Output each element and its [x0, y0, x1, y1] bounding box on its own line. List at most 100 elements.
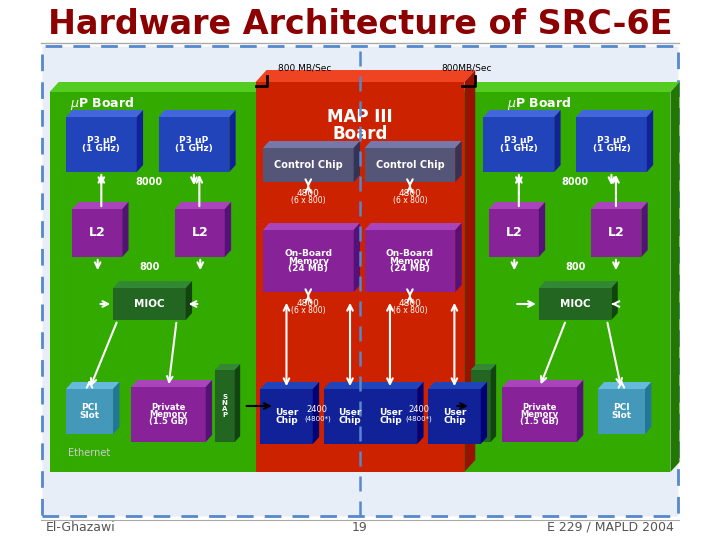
Text: (6 x 800): (6 x 800)	[291, 197, 325, 206]
Text: User: User	[379, 408, 402, 417]
Text: Chip: Chip	[338, 416, 361, 425]
Text: Chip: Chip	[379, 416, 402, 425]
Polygon shape	[258, 82, 267, 472]
Text: N: N	[222, 400, 228, 406]
Text: (6 x 800): (6 x 800)	[392, 307, 427, 315]
Polygon shape	[215, 364, 240, 370]
Polygon shape	[186, 281, 192, 320]
Text: Board: Board	[333, 125, 387, 143]
Polygon shape	[113, 382, 120, 434]
Polygon shape	[503, 380, 583, 387]
Polygon shape	[462, 82, 680, 92]
Polygon shape	[455, 223, 462, 292]
Text: Private: Private	[523, 403, 557, 412]
Text: Control Chip: Control Chip	[274, 160, 343, 170]
FancyBboxPatch shape	[364, 389, 417, 444]
Polygon shape	[263, 223, 360, 230]
Polygon shape	[489, 202, 545, 209]
Text: MIOC: MIOC	[134, 299, 165, 309]
Text: (6 x 800): (6 x 800)	[392, 197, 427, 206]
Polygon shape	[312, 382, 319, 444]
Polygon shape	[377, 382, 383, 444]
Text: P: P	[222, 411, 228, 417]
Text: 4800: 4800	[297, 188, 320, 198]
FancyBboxPatch shape	[539, 288, 611, 320]
Text: Chip: Chip	[275, 416, 298, 425]
FancyBboxPatch shape	[364, 230, 455, 292]
Text: On-Board: On-Board	[284, 249, 332, 258]
Text: S: S	[478, 394, 483, 400]
Text: (24 MB): (24 MB)	[390, 264, 430, 273]
Text: On-Board: On-Board	[386, 249, 434, 258]
FancyBboxPatch shape	[66, 117, 137, 172]
Text: 2400: 2400	[307, 404, 328, 414]
FancyBboxPatch shape	[489, 209, 539, 257]
Polygon shape	[645, 382, 652, 434]
Polygon shape	[417, 382, 423, 444]
Text: El-Ghazawi: El-Ghazawi	[46, 521, 116, 534]
Text: User: User	[338, 408, 361, 417]
Polygon shape	[260, 382, 319, 389]
Text: Slot: Slot	[79, 411, 99, 420]
Text: Control Chip: Control Chip	[376, 160, 444, 170]
Text: (4800*): (4800*)	[405, 416, 433, 422]
Text: Memory: Memory	[521, 410, 559, 419]
Polygon shape	[263, 141, 360, 148]
FancyBboxPatch shape	[42, 46, 678, 516]
Text: L2: L2	[89, 226, 106, 240]
FancyBboxPatch shape	[131, 387, 206, 442]
Text: A: A	[478, 406, 483, 412]
FancyBboxPatch shape	[598, 389, 645, 434]
Text: P3 μP: P3 μP	[179, 136, 209, 145]
Text: E 229 / MAPLD 2004: E 229 / MAPLD 2004	[547, 521, 674, 534]
FancyBboxPatch shape	[462, 92, 670, 472]
Text: PCI: PCI	[613, 403, 630, 412]
Text: Memory: Memory	[150, 410, 187, 419]
Text: 800MB/Sec: 800MB/Sec	[441, 64, 492, 72]
Polygon shape	[113, 281, 192, 288]
Text: 8000: 8000	[562, 177, 589, 187]
FancyBboxPatch shape	[576, 117, 647, 172]
Text: L2: L2	[192, 226, 208, 240]
Text: (1 GHz): (1 GHz)	[593, 144, 630, 153]
Polygon shape	[611, 281, 618, 320]
FancyBboxPatch shape	[66, 389, 113, 434]
Text: 4800: 4800	[297, 299, 320, 307]
Polygon shape	[670, 82, 680, 472]
Polygon shape	[464, 70, 475, 472]
Polygon shape	[256, 70, 475, 82]
Text: (6 x 800): (6 x 800)	[291, 307, 325, 315]
Polygon shape	[364, 382, 423, 389]
Text: Memory: Memory	[390, 256, 431, 266]
Text: Slot: Slot	[611, 411, 631, 420]
Text: (1 GHz): (1 GHz)	[83, 144, 120, 153]
Text: P3 μP: P3 μP	[86, 136, 116, 145]
FancyBboxPatch shape	[113, 288, 186, 320]
FancyBboxPatch shape	[215, 370, 235, 442]
Text: 800: 800	[565, 262, 585, 272]
Text: $\mu$P Board: $\mu$P Board	[70, 96, 134, 112]
Polygon shape	[577, 380, 583, 442]
Text: (1.5 GB): (1.5 GB)	[521, 417, 559, 426]
FancyBboxPatch shape	[263, 148, 354, 182]
FancyBboxPatch shape	[50, 92, 258, 472]
Text: L2: L2	[505, 226, 522, 240]
Polygon shape	[354, 141, 360, 182]
Polygon shape	[591, 202, 648, 209]
Polygon shape	[158, 110, 235, 117]
FancyBboxPatch shape	[324, 389, 377, 444]
Text: Private: Private	[151, 403, 186, 412]
Text: (1.5 GB): (1.5 GB)	[149, 417, 188, 426]
Text: (1 GHz): (1 GHz)	[500, 144, 538, 153]
Text: P3 μP: P3 μP	[597, 136, 626, 145]
FancyBboxPatch shape	[260, 389, 312, 444]
Polygon shape	[229, 110, 235, 172]
Text: 4800: 4800	[398, 299, 421, 307]
Polygon shape	[206, 380, 212, 442]
Polygon shape	[137, 110, 143, 172]
Text: 8000: 8000	[136, 177, 163, 187]
Text: P: P	[478, 411, 483, 417]
Text: 2400: 2400	[408, 404, 430, 414]
Polygon shape	[50, 82, 267, 92]
FancyBboxPatch shape	[175, 209, 225, 257]
